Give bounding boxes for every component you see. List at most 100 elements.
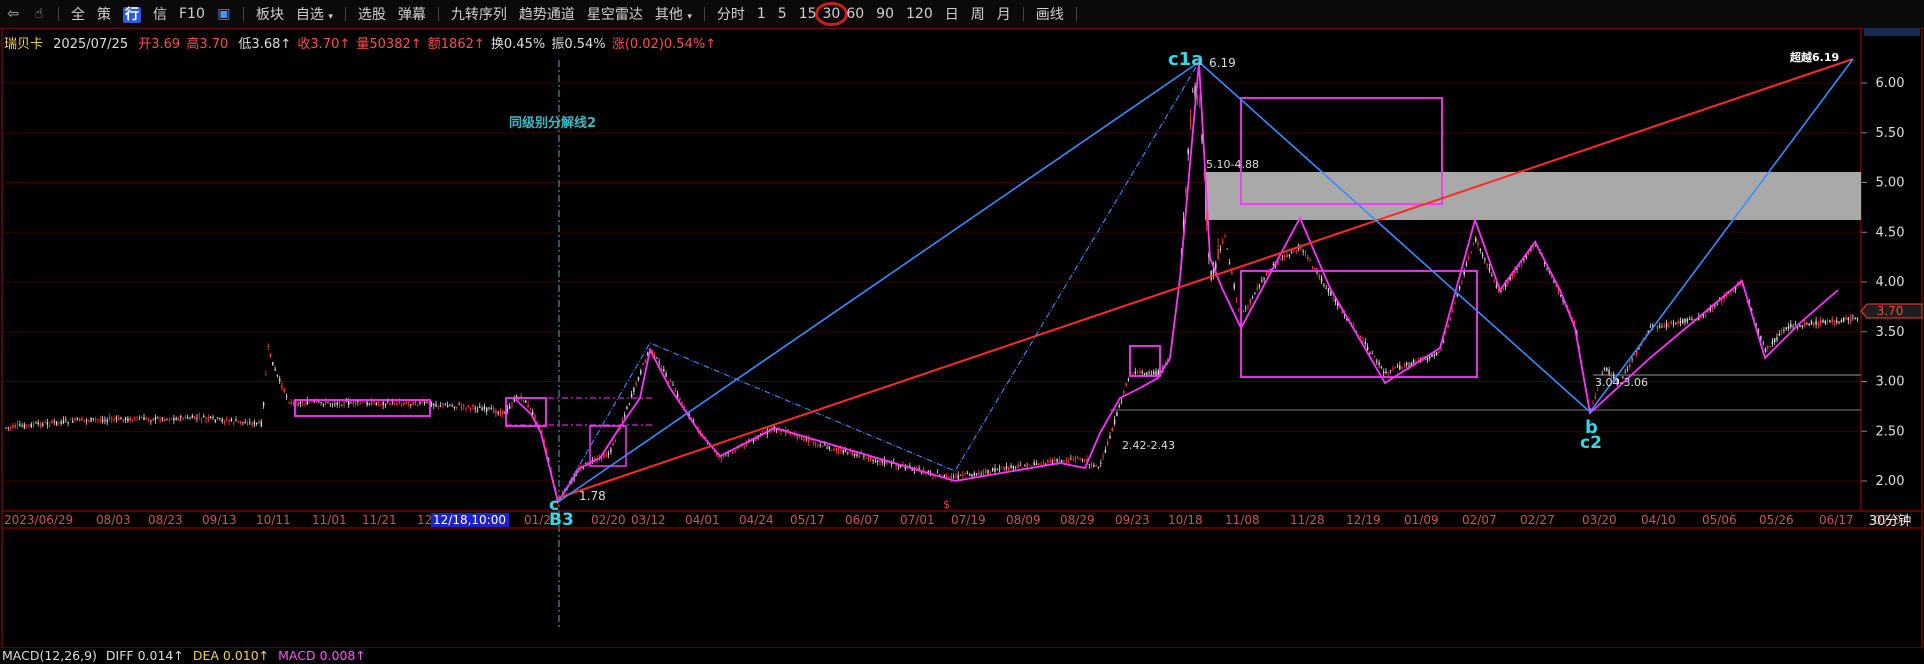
candle-body xyxy=(1010,465,1012,468)
candle-body xyxy=(221,419,223,422)
candle-body xyxy=(1341,309,1343,314)
x-tick-label: 06/17 xyxy=(1819,513,1854,527)
candle-body xyxy=(223,421,226,423)
tb-period-90[interactable]: 90 xyxy=(876,6,894,22)
candle-body xyxy=(1389,370,1392,372)
candle-body xyxy=(927,471,929,474)
candle-body xyxy=(1291,251,1293,253)
candle-body xyxy=(1452,310,1454,312)
candle-body xyxy=(1199,99,1201,101)
candle-body xyxy=(1141,371,1143,374)
tb-period-intraday[interactable]: 分时 xyxy=(716,7,745,23)
candle-body xyxy=(69,418,72,420)
candle-body xyxy=(1196,97,1199,100)
candle-body xyxy=(1739,282,1741,286)
x-tick-label: 03/20 xyxy=(1582,513,1617,527)
tb-period-1[interactable]: 1 xyxy=(756,6,766,22)
tb-period-120[interactable]: 120 xyxy=(906,6,933,22)
candle-body xyxy=(387,400,389,403)
candle-body xyxy=(520,395,522,398)
candle-body xyxy=(1684,318,1686,323)
candle-body xyxy=(9,426,12,428)
back-arrow-icon[interactable]: ⇦ xyxy=(7,6,19,22)
candle-body xyxy=(591,459,594,461)
tb-period-30[interactable]: 30 xyxy=(814,2,849,26)
candle-body xyxy=(187,416,189,419)
candle-body xyxy=(1622,376,1624,378)
candle-body xyxy=(1617,379,1619,384)
candle-body xyxy=(1693,318,1695,321)
tb-strategy[interactable]: 策 xyxy=(97,7,111,23)
candle-body xyxy=(713,451,716,452)
candle-body xyxy=(1270,269,1272,270)
hand-pointer-icon[interactable]: ☝ xyxy=(34,6,44,22)
tb-period-15[interactable]: 15 xyxy=(798,6,817,22)
candle-body xyxy=(624,414,626,417)
candle-body xyxy=(1449,318,1452,321)
x-tick-label: 01/2 xyxy=(524,513,551,527)
candle-body xyxy=(1813,322,1815,326)
tb-other[interactable]: 其他 ▾ xyxy=(649,4,698,24)
candle-body xyxy=(1523,259,1525,261)
y-tick-label: 2.00 xyxy=(1876,474,1905,489)
tb-period-5[interactable]: 5 xyxy=(777,6,787,22)
tb-info[interactable]: 信 xyxy=(153,7,167,23)
tb-radar[interactable]: 星空雷达 xyxy=(586,7,643,23)
candle-body xyxy=(51,420,53,424)
window-icon[interactable]: ▣ xyxy=(217,6,231,22)
tb-danmaku[interactable]: 弹幕 xyxy=(397,7,426,23)
tb-stock-picker[interactable]: 选股 xyxy=(357,7,386,23)
tb-trend-channel[interactable]: 趋势通道 xyxy=(518,7,575,23)
candlestick-chart[interactable]: 6.00 5.50 5.00 4.50 4.00 3.50 3.00 2.50 2.00 c1a… xyxy=(0,28,1924,648)
quote-date: 2025/07/25 xyxy=(53,37,129,52)
candle-body xyxy=(1284,255,1286,258)
candle-body xyxy=(1205,212,1208,221)
tb-period-month[interactable]: 月 xyxy=(996,7,1011,23)
tb-f10[interactable]: F10 xyxy=(179,6,205,22)
tb-watchlist[interactable]: 自选 ▾ xyxy=(290,4,339,24)
candle-body xyxy=(419,401,421,404)
tb-period-60[interactable]: 60 xyxy=(846,6,865,22)
candle-body xyxy=(957,474,959,479)
candle-body xyxy=(1608,369,1610,375)
tb-period-week[interactable]: 周 xyxy=(970,7,985,23)
candle-body xyxy=(154,416,157,420)
x-tick-label: 12 xyxy=(417,513,432,527)
scroll-thumb[interactable] xyxy=(1864,28,1920,36)
candle-body xyxy=(989,472,992,474)
candle-body xyxy=(417,404,419,406)
tb-sector[interactable]: 板块 xyxy=(255,7,284,23)
candle-body xyxy=(1408,365,1410,367)
candle-body xyxy=(1544,261,1546,264)
candle-body xyxy=(532,411,534,415)
candle-body xyxy=(1682,319,1684,324)
candle-body xyxy=(357,401,359,403)
candle-body xyxy=(582,467,584,469)
candle-body xyxy=(242,421,244,423)
candle-body xyxy=(996,468,998,470)
candle-body xyxy=(1845,317,1847,319)
candle-body xyxy=(1668,325,1670,327)
candle-body xyxy=(1429,356,1431,359)
candle-body xyxy=(400,403,403,405)
support-label-1: 2.42-2.43 xyxy=(1122,439,1175,452)
candle-body xyxy=(1785,327,1787,330)
candle-body xyxy=(382,401,384,406)
candle-body xyxy=(1817,322,1820,326)
candle-body xyxy=(120,417,122,420)
tb-nine-turn[interactable]: 九转序列 xyxy=(450,7,507,23)
candle-body xyxy=(449,405,451,406)
candle-body xyxy=(1672,323,1675,325)
candle-body xyxy=(483,406,486,410)
tb-period-day[interactable]: 日 xyxy=(944,7,959,23)
tb-all[interactable]: 全 xyxy=(71,7,85,23)
candle-body xyxy=(1458,286,1461,289)
candle-body xyxy=(1610,374,1613,377)
candle-body xyxy=(663,369,665,372)
candle-body xyxy=(159,419,161,421)
tb-quote[interactable]: 行 xyxy=(117,4,147,24)
tb-draw[interactable]: 画线 xyxy=(1035,7,1064,23)
toolbar-divider xyxy=(58,7,59,21)
candle-body xyxy=(950,475,952,479)
x-tick-label: 08/03 xyxy=(96,513,131,527)
